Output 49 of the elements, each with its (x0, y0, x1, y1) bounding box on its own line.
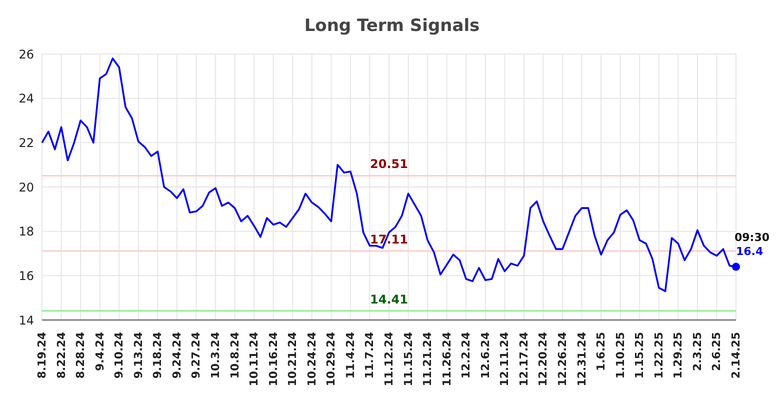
x-tick-label: 11.15.24 (402, 332, 415, 386)
chart-title: Long Term Signals (303, 15, 481, 38)
x-tick-label: 11.4.24 (344, 332, 357, 379)
y-tick-label: 24 (18, 92, 34, 106)
x-tick-label: 10.21.24 (286, 332, 300, 386)
x-tick-label: 8.19.24 (36, 332, 48, 379)
ref-line-label: 20.51 (370, 157, 408, 172)
y-tick-label: 26 (18, 47, 34, 62)
x-tick-label: 2.6.25 (710, 332, 724, 371)
x-tick-label: 9.10.24 (112, 332, 126, 379)
x-tick-label: 12.11.24 (498, 332, 512, 386)
x-tick-label: 1.29.25 (672, 332, 685, 379)
ref-line-label: 14.41 (370, 292, 408, 306)
x-tick-label: 10.8.24 (228, 332, 242, 379)
x-tick-label: 11.26.24 (440, 332, 454, 386)
x-tick-label: 1.15.25 (633, 332, 646, 379)
annotation: 09:30 (734, 230, 770, 244)
x-tick-label: 12.6.24 (478, 332, 492, 379)
y-tick-label: 18 (18, 224, 34, 239)
x-tick-label: 10.3.24 (209, 332, 222, 379)
x-tick-label: 9.27.24 (190, 332, 203, 379)
x-tick-label: 12.20.24 (536, 332, 550, 386)
x-tick-label: 12.31.24 (575, 332, 588, 386)
x-tick-label: 9.4.24 (93, 332, 106, 371)
x-tick-label: 10.16.24 (266, 332, 280, 386)
x-tick-label: 12.26.24 (556, 332, 569, 386)
x-tick-label: 10.11.24 (248, 332, 261, 386)
x-tick-label: 1.6.25 (594, 332, 608, 371)
x-tick-label: 1.22.25 (652, 332, 666, 379)
x-tick-label: 12.17.24 (517, 332, 530, 386)
x-tick-label: 11.12.24 (382, 332, 396, 386)
y-tick-label: 16 (18, 268, 34, 283)
data-label: 16.4 (736, 244, 764, 258)
x-tick-label: 1.10.25 (614, 332, 627, 379)
x-tick-label: 12.2.24 (460, 332, 473, 379)
x-tick-label: 8.28.24 (74, 332, 88, 379)
x-tick-label: 11.7.24 (363, 332, 376, 379)
y-tick-label: 22 (18, 136, 34, 150)
x-tick-label: 11.21.24 (421, 332, 434, 386)
x-tick-label: 9.18.24 (151, 332, 164, 379)
x-tick-label: 8.22.24 (54, 332, 68, 379)
y-tick-label: 14 (18, 313, 34, 328)
y-tick-label: 20 (18, 180, 34, 194)
x-tick-label: 9.13.24 (132, 332, 145, 379)
x-tick-label: 10.29.24 (324, 332, 338, 386)
x-tick-label: 2.14.25 (730, 332, 742, 379)
x-tick-label: 9.24.24 (170, 332, 184, 379)
x-tick-label: 2.3.25 (690, 332, 704, 371)
x-tick-label: 10.24.24 (305, 332, 318, 386)
